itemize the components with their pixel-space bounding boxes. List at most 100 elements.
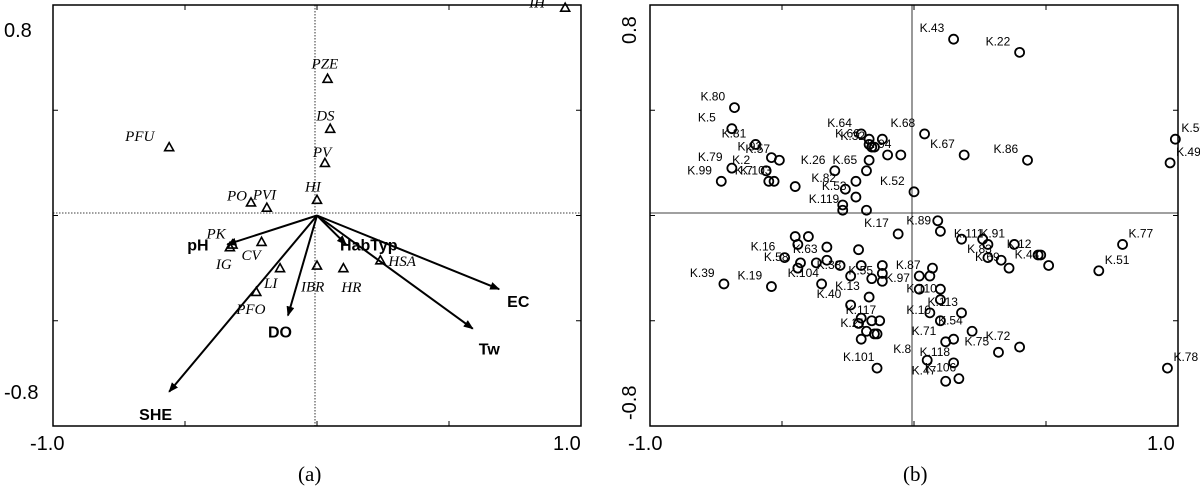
site-label-k-39: K.39	[690, 266, 715, 280]
species-label-ibr: IBR	[300, 279, 324, 295]
panel-b-y-tick-top: 0.8	[619, 16, 641, 44]
site-marker	[855, 260, 867, 271]
panel-b-x-tick-left: -1.0	[628, 433, 662, 455]
site-label-k-21: K.21	[840, 316, 865, 330]
site-marker	[913, 270, 925, 282]
site-marker	[810, 257, 822, 269]
site-label-k-22: K.22	[986, 34, 1011, 48]
site-label-k-49: K.49	[1176, 145, 1200, 159]
site-marker	[982, 252, 994, 264]
species-marker-cv	[255, 235, 268, 247]
site-marker-k-89	[935, 225, 946, 237]
site-marker-k-49	[1164, 157, 1176, 169]
species-label-ih: IH	[528, 0, 546, 12]
site-marker	[882, 149, 893, 161]
site-marker-k-99	[715, 175, 727, 187]
site-marker-k-94	[895, 149, 907, 161]
site-label-k-106: K.106	[925, 361, 957, 375]
panel-a-species-biplot: pH HabTyp DO SHE EC Tw IH PZE DS PV HI PFU PO PVI PK I…	[4, 0, 582, 486]
site-marker	[789, 231, 801, 242]
site-marker	[855, 312, 867, 324]
site-label-k-10: K.10	[906, 303, 931, 317]
site-marker	[924, 307, 936, 319]
site-marker	[866, 273, 878, 285]
site-label-k-77: K.77	[1129, 226, 1154, 240]
site-label-k-53: K.53	[822, 179, 847, 193]
species-marker-hsa	[374, 254, 387, 265]
species-label-pk: PK	[206, 226, 227, 242]
site-marker-k-104	[816, 278, 827, 290]
site-marker	[876, 260, 888, 271]
species-label-ds: DS	[315, 109, 335, 125]
vector-label-ph: pH	[187, 237, 208, 254]
site-label-k-55: K.55	[848, 263, 873, 277]
site-marker-k-65	[861, 165, 872, 177]
site-marker-k-55	[876, 275, 888, 287]
panel-a-y-tick-top: 0.8	[4, 20, 32, 42]
species-marker-po	[245, 196, 257, 207]
species-label-hi: HI	[304, 180, 322, 196]
panel-b-y-tick-bottom: -0.8	[619, 386, 641, 420]
site-marker-k-87	[924, 270, 936, 282]
site-marker-k-103	[768, 175, 780, 187]
vector-label-tw: Tw	[479, 342, 501, 359]
site-label-k-101: K.101	[843, 350, 875, 364]
site-label-k-81: K.81	[722, 126, 747, 140]
vector-arrow-ph	[226, 214, 318, 246]
site-marker-k-86	[1022, 154, 1033, 166]
site-label-k-68: K.68	[891, 116, 916, 130]
panel-a-y-tick-bottom: -0.8	[4, 382, 38, 404]
site-label-k-97: K.97	[885, 271, 910, 285]
site-label-k-99: K.99	[687, 163, 712, 177]
site-marker-k-39	[718, 278, 730, 290]
site-marker	[932, 215, 944, 227]
species-label-hr: HR	[340, 280, 361, 296]
site-marker-k-80	[729, 102, 740, 114]
site-label-k-40: K.40	[817, 287, 842, 301]
panel-b-site-ordination: K.43K.22K.80K.5K.81K.93K.79K.57K.99K.2K.…	[619, 4, 1200, 486]
vector-label-ec: EC	[507, 294, 530, 311]
site-label-k-119: K.119	[809, 192, 840, 206]
site-label-k-72: K.72	[986, 329, 1011, 343]
site-marker-k-72	[1014, 341, 1025, 353]
site-label-k-69: K.69	[975, 250, 1000, 264]
vector-arrow-tw	[316, 214, 474, 330]
site-marker-k-38	[845, 270, 857, 282]
site-marker-k-16	[779, 252, 791, 264]
site-marker-k-54	[966, 325, 978, 337]
site-marker-k-83	[995, 254, 1007, 266]
site-marker-k-117	[874, 315, 886, 327]
site-marker-k-81	[750, 139, 761, 150]
species-marker-ih	[559, 1, 572, 13]
species-label-li: LI	[263, 276, 278, 292]
species-marker-ig	[224, 240, 236, 252]
site-label-k-78: K.78	[1173, 350, 1198, 364]
site-marker-k-64	[855, 128, 867, 140]
panel-b-x-tick-right: 1.0	[1147, 433, 1175, 455]
vector-label-do: DO	[268, 324, 292, 341]
site-label-k-7: K.7	[735, 163, 753, 177]
site-marker-k-52	[908, 186, 920, 198]
site-label-k-66: K.66	[835, 126, 860, 140]
species-marker-ds	[324, 122, 337, 134]
site-label-k-117: K.117	[846, 303, 877, 317]
site-label-k-82: K.82	[811, 171, 836, 185]
site-label-k-26: K.26	[801, 153, 826, 167]
site-label-k-89: K.89	[906, 213, 931, 227]
site-label-k-113: K.113	[928, 295, 959, 309]
species-marker-hi	[311, 193, 323, 205]
site-label-k-57: K.57	[745, 142, 770, 156]
site-label-k-50: K.50	[1181, 121, 1200, 135]
site-label-k-111: K.111	[954, 226, 984, 240]
site-marker-k-53	[850, 191, 862, 203]
site-marker	[837, 199, 849, 211]
site-marker	[803, 231, 814, 242]
site-marker-k-63	[821, 254, 833, 266]
site-marker	[876, 133, 888, 145]
site-label-k-83: K.83	[967, 242, 992, 256]
site-marker	[789, 181, 801, 192]
site-marker-k-44	[1043, 260, 1055, 271]
site-marker-k-50	[1169, 133, 1181, 145]
species-label-pze: PZE	[311, 57, 339, 73]
